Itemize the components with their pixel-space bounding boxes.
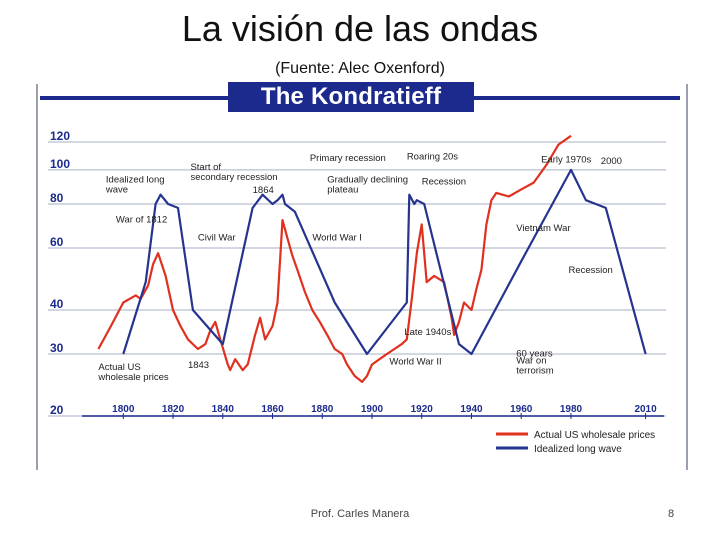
annotation-label: War on terrorism [516,355,554,376]
annotation-line: Civil War [198,233,236,244]
x-tick-label: 1900 [361,404,384,415]
slide-subtitle: (Fuente: Alec Oxenford) [275,60,445,77]
annotation-label: Idealized long wave [105,175,165,196]
annotation-label: Start of secondary recession [190,162,277,183]
x-tick-label: 1940 [460,404,483,415]
legend-label: Actual US wholesale prices [534,430,655,441]
y-tick-label: 40 [50,297,64,311]
annotation-line: Early 1970s [541,154,591,165]
y-tick-label: 80 [50,191,64,205]
annotation-line: Actual US [98,362,140,373]
annotation-line: War of 1812 [116,214,167,225]
y-tick-label: 60 [50,235,64,249]
annotation-line: secondary recession [190,172,277,183]
annotation-label: Roaring 20s [407,152,458,163]
annotation-line: 60 years [516,349,553,360]
annotation-line: wholesale prices [97,372,168,383]
annotation-label: Civil War [198,233,236,244]
annotation-label: 1843 [188,360,209,371]
annotation-line: World War II [389,357,441,368]
annotation-line: Late 1940s [404,327,451,338]
annotation-line: plateau [327,185,358,196]
y-tick-label: 20 [50,403,64,417]
x-tick-label: 1960 [510,404,533,415]
kondratieff-wave-chart: 20 30 40 60 80 100 120 1800 1820 1840 1860 1880 1900… [48,129,666,455]
annotation-label: 1864 [253,185,274,196]
idealized-wave-line [122,168,647,356]
y-tick-label: 100 [50,157,70,171]
x-tick-label: 1820 [162,404,185,415]
annotation-line: Primary recession [310,153,386,164]
annotation-label: World War II [389,357,441,368]
annotation-line: Gradually declining [327,175,408,186]
annotation-line: Recession [568,265,612,276]
annotation-label: 60 years [516,349,553,360]
chart-frame [36,84,688,470]
annotation-line: wave [105,185,128,196]
annotation-label: Recession [568,265,612,276]
annotation-line: Roaring 20s [407,152,458,163]
annotation-line: 1843 [188,360,209,371]
annotation-line: War on [516,355,546,366]
x-tick-label: 1980 [560,404,583,415]
x-tick-label: 1880 [311,404,334,415]
annotation-label: Actual US wholesale prices [97,362,168,383]
annotation-label: Primary recession [310,153,386,164]
annotation-line: 1864 [253,185,274,196]
annotation-label: War of 1812 [116,214,167,225]
annotation-label: Late 1940s [404,327,451,338]
annotation-label: Vietnam War [516,223,570,234]
x-tick-label: 1840 [212,404,235,415]
slide-title: La visión de las ondas [181,8,539,49]
annotation-line: World War I [312,233,362,244]
chart-title: The Kondratieff Wave [228,82,474,140]
footer-author: Prof. Carles Manera [310,508,410,520]
annotation-label: Early 1970s [541,154,591,165]
x-tick-label: 1920 [411,404,434,415]
x-tick-label: 1860 [261,404,284,415]
annotation-line: 2000 [601,156,622,167]
legend-label: Idealized long wave [534,444,622,455]
annotation-line: Vietnam War [516,223,570,234]
y-tick-label: 120 [50,129,70,143]
actual-prices-line [97,134,572,383]
annotation-label: Recession [422,176,466,187]
page-number: 8 [668,508,675,520]
x-tick-label: 2010 [634,404,657,415]
annotation-line: terrorism [516,365,554,376]
annotation-line: Start of [190,162,221,173]
annotation-label: Gradually declining plateau [327,175,408,196]
annotation-line: Recession [422,176,466,187]
annotation-label: 2000 [601,156,622,167]
x-tick-label: 1800 [112,404,135,415]
annotation-line: Idealized long [106,175,165,186]
annotation-label: World War I [312,233,362,244]
y-tick-label: 30 [50,341,64,355]
